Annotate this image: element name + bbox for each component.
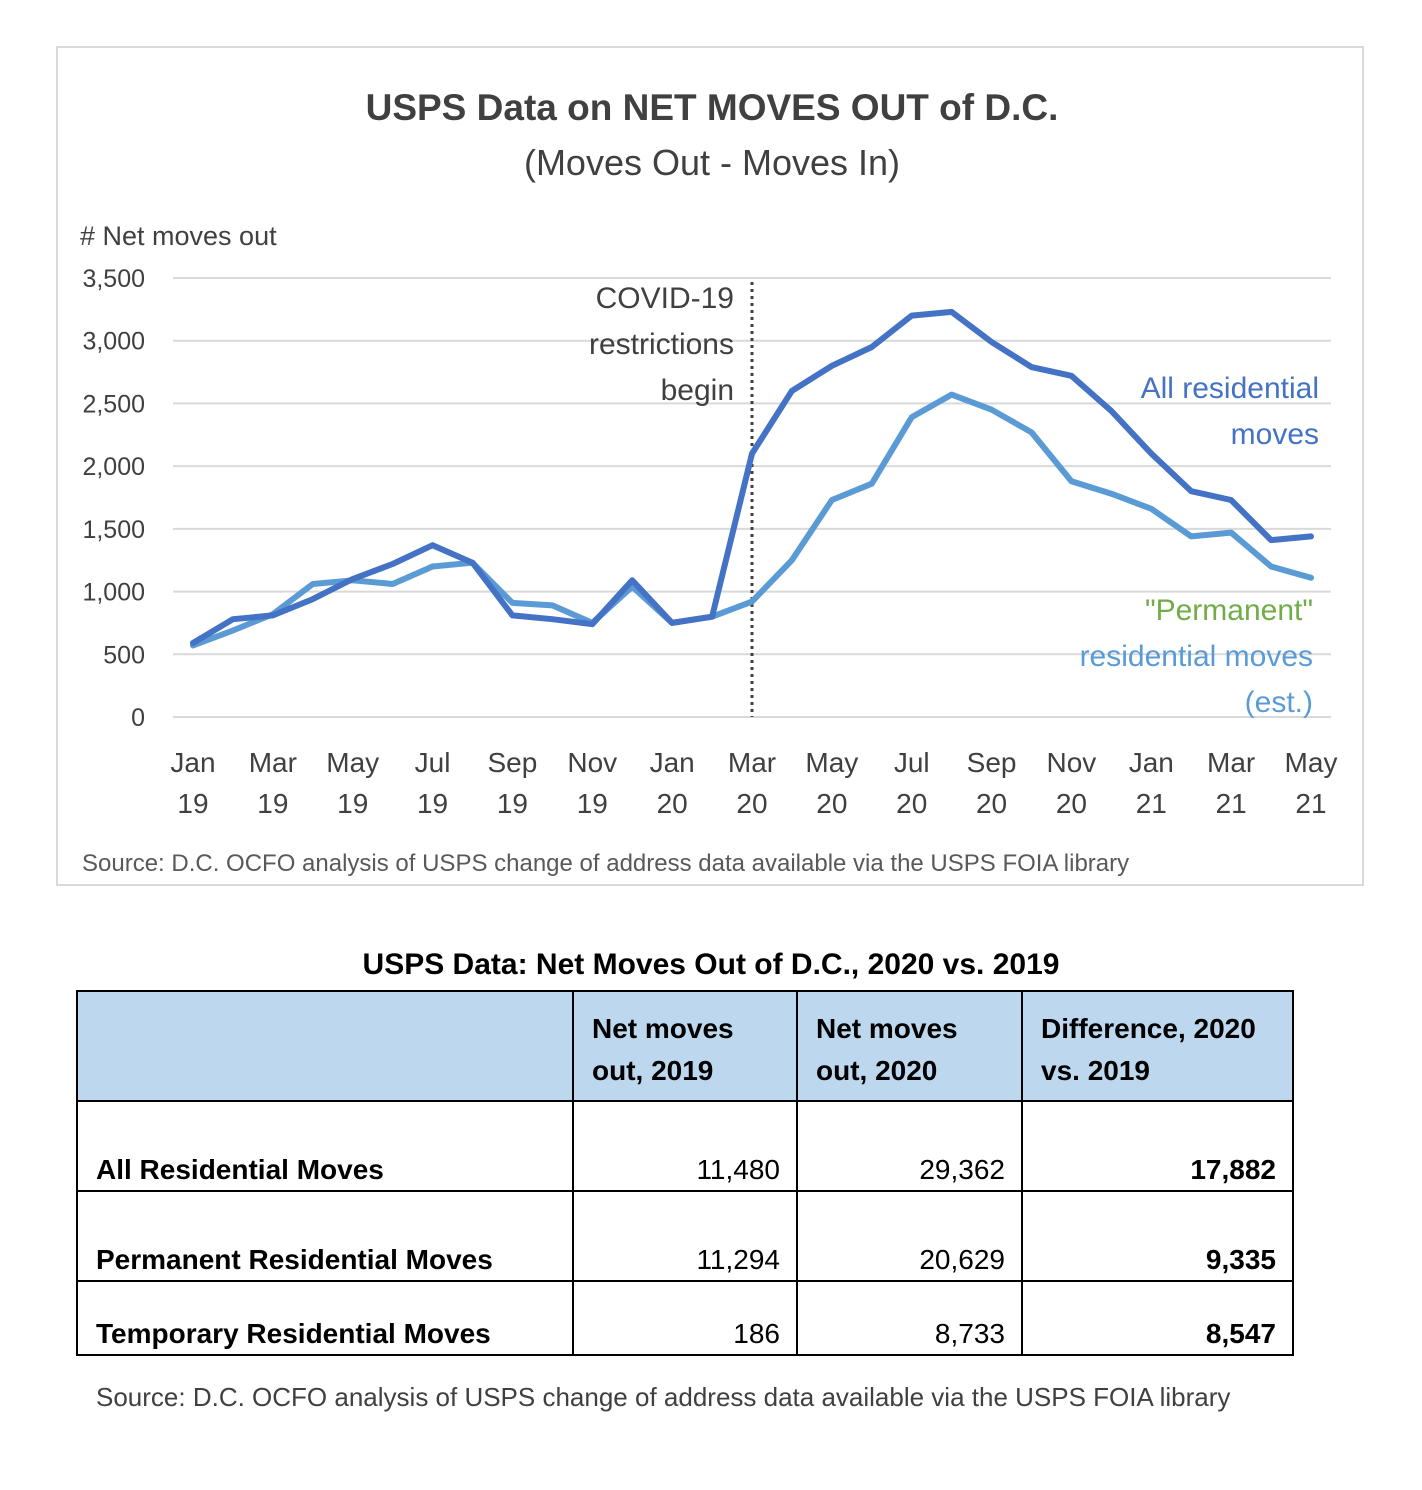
row-label: Temporary Residential Moves [76,1280,574,1356]
chart-panel: USPS Data on NET MOVES OUT of D.C. (Moves… [56,46,1364,886]
x-tick-label: 20 [976,788,1007,819]
cell-2019: 11,480 [572,1100,798,1192]
series-label-permanent: residential moves [1080,640,1313,673]
cell-difference: 9,335 [1021,1190,1294,1282]
x-tick-label: Mar [249,747,297,778]
cell-2019: 11,294 [572,1190,798,1282]
x-tick-label: 20 [736,788,767,819]
table-header-difference: Difference, 2020 vs. 2019 [1021,990,1294,1102]
table-header-2019: Net moves out, 2019 [572,990,798,1102]
x-tick-label: Sep [967,747,1017,778]
table-header-row: Net moves out, 2019 Net moves out, 2020 … [76,990,1294,1102]
row-label: All Residential Moves [76,1100,574,1192]
x-tick-label: 19 [577,788,608,819]
x-tick-label: 21 [1216,788,1247,819]
x-tick-label: Mar [728,747,776,778]
chart-subtitle: (Moves Out - Moves In) [524,142,900,183]
x-tick-label: Nov [1047,747,1097,778]
x-tick-label: 19 [497,788,528,819]
series-label-permanent: (est.) [1245,686,1313,719]
series-label-permanent: "Permanent" [1145,594,1313,627]
x-tick-label: 19 [337,788,368,819]
y-tick-label: 500 [103,641,145,669]
x-tick-label: Jan [170,747,215,778]
y-tick-label: 1,000 [82,579,145,607]
x-tick-label: 20 [657,788,688,819]
cell-2020: 29,362 [796,1100,1023,1192]
chart-source-note: Source: D.C. OCFO analysis of USPS chang… [82,850,1129,877]
x-tick-label: 19 [417,788,448,819]
x-tick-label: 20 [816,788,847,819]
x-tick-label: Jul [415,747,451,778]
x-tick-label: Jul [894,747,930,778]
row-label: Permanent Residential Moves [76,1190,574,1282]
x-tick-label: 19 [177,788,208,819]
covid-annotation: COVID-19 [596,282,734,315]
cell-difference: 8,547 [1021,1280,1294,1356]
covid-annotation: restrictions [589,328,734,361]
chart-title: USPS Data on NET MOVES OUT of D.C. [366,87,1059,128]
x-tick-label: 19 [257,788,288,819]
y-axis-title: # Net moves out [80,221,277,251]
y-tick-label: 3,000 [82,328,145,356]
table-row: Temporary Residential Moves 186 8,733 8,… [76,1280,1294,1356]
cell-2019: 186 [572,1280,798,1356]
table-row: Permanent Residential Moves 11,294 20,62… [76,1190,1294,1282]
x-tick-label: 21 [1136,788,1167,819]
cell-2020: 8,733 [796,1280,1023,1356]
table-title: USPS Data: Net Moves Out of D.C., 2020 v… [362,948,1060,981]
x-tick-label: Nov [567,747,617,778]
series-label-all: All residential [1141,372,1319,405]
y-tick-label: 0 [131,704,145,732]
cell-difference: 17,882 [1021,1100,1294,1192]
x-tick-label: May [1285,747,1338,778]
x-tick-label: Jan [650,747,695,778]
y-tick-label: 2,000 [82,453,145,481]
cell-2020: 20,629 [796,1190,1023,1282]
x-tick-label: May [805,747,858,778]
x-tick-label: 20 [1056,788,1087,819]
series-line-permanent [190,391,1314,649]
table-row: All Residential Moves 11,480 29,362 17,8… [76,1100,1294,1192]
y-tick-label: 1,500 [82,516,145,544]
series-line-all [190,308,1314,646]
y-tick-label: 3,500 [82,265,145,293]
table-header-2020: Net moves out, 2020 [796,990,1023,1102]
series-label-all: moves [1231,418,1319,451]
x-tick-label: Jan [1129,747,1174,778]
covid-annotation: begin [661,374,734,407]
x-tick-label: May [326,747,379,778]
table-header-blank [76,990,574,1102]
x-tick-label: Mar [1207,747,1255,778]
x-tick-label: 21 [1295,788,1326,819]
line-chart: USPS Data on NET MOVES OUT of D.C. (Moves… [80,87,1338,877]
y-tick-label: 2,500 [82,390,145,418]
x-tick-label: Sep [488,747,538,778]
x-tick-label: 20 [896,788,927,819]
table-source-note: Source: D.C. OCFO analysis of USPS chang… [96,1382,1231,1412]
net-moves-table: Net moves out, 2019 Net moves out, 2020 … [76,990,1294,1356]
